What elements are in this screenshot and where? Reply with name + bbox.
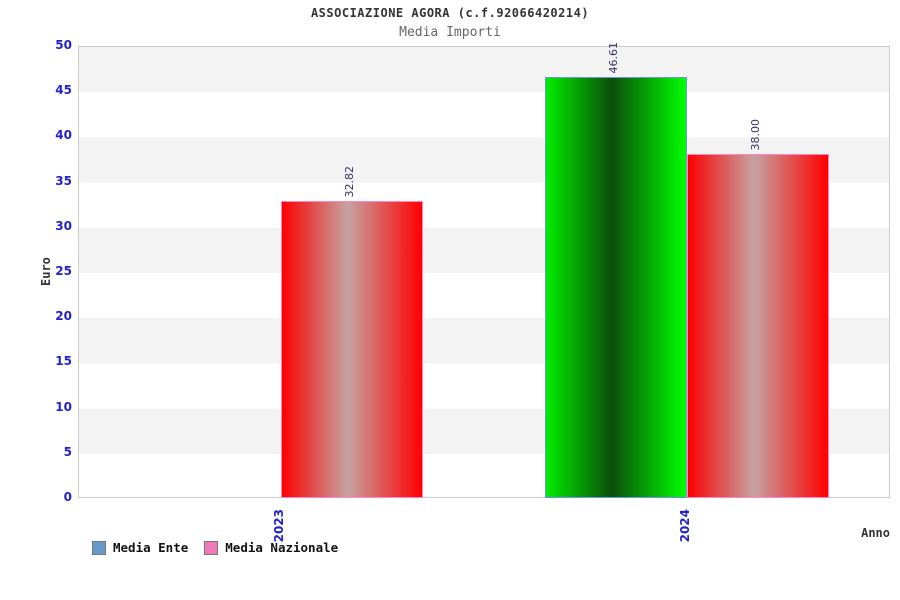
y-tick-label: 30 — [55, 219, 72, 233]
y-tick-label: 40 — [55, 128, 72, 142]
y-tick-label: 35 — [55, 174, 72, 188]
x-tick-label: 2023 — [272, 509, 286, 543]
bar-value-label: 38.00 — [749, 118, 762, 151]
legend-swatch — [204, 540, 219, 555]
y-tick-label: 5 — [63, 445, 72, 459]
x-axis-title: Anno — [861, 526, 890, 540]
bar-value-label: 32.82 — [343, 165, 356, 198]
bar-media-ente-2024 — [545, 77, 687, 498]
x-tick-label: 2024 — [678, 509, 692, 543]
legend-swatch — [92, 540, 106, 555]
legend: Media Ente Media Nazionale — [92, 540, 338, 555]
y-tick-label: 25 — [55, 264, 72, 278]
legend-item: Media Nazionale — [204, 540, 338, 555]
y-tick-label: 50 — [55, 38, 72, 52]
y-tick-label: 10 — [55, 400, 72, 414]
y-tick-label: 0 — [63, 490, 72, 504]
bar-value-label: 46.61 — [607, 41, 620, 74]
y-tick-label: 15 — [55, 354, 72, 368]
chart-title: ASSOCIAZIONE AGORA (c.f.92066420214) — [310, 6, 590, 20]
legend-item: Media Ente — [92, 540, 188, 555]
y-tick-label: 45 — [55, 83, 72, 97]
legend-label: Media Ente — [113, 540, 189, 555]
bar-media-nazionale-2024 — [687, 154, 829, 498]
y-tick-label: 20 — [55, 309, 72, 323]
bar-media-nazionale-2023 — [281, 201, 423, 498]
chart-subtitle: Media Importi — [399, 25, 501, 40]
legend-label: Media Nazionale — [225, 540, 339, 555]
